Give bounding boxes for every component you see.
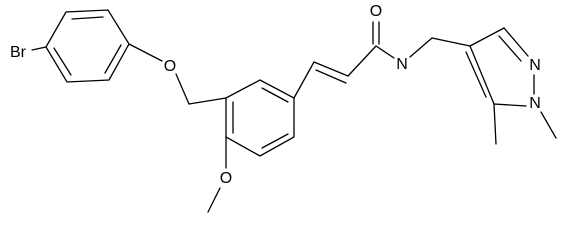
double-bond (261, 133, 289, 149)
double-bond (71, 16, 104, 20)
double-bond (498, 35, 522, 62)
bond (31, 46, 47, 51)
atom-label: N (529, 57, 541, 74)
bond (493, 103, 497, 145)
atom-label: O (220, 170, 232, 187)
bond (207, 187, 221, 213)
bond (175, 73, 190, 105)
atom-label: Br (10, 44, 27, 61)
double-bond (315, 69, 347, 84)
bond (503, 27, 529, 57)
bond (347, 45, 377, 77)
atom-label: N (529, 95, 541, 112)
atom-labels: Br O O O N N N (10, 3, 541, 187)
atom-label: O (370, 3, 382, 20)
bond (375, 45, 395, 59)
bond (293, 61, 315, 99)
bond (409, 37, 433, 58)
bond (469, 45, 495, 105)
bond (128, 43, 163, 62)
atom-label: N (396, 56, 408, 73)
ring (225, 79, 295, 157)
bond (431, 37, 471, 47)
ring (45, 9, 130, 83)
bond (469, 27, 505, 47)
atom-label: O (164, 58, 176, 75)
double-bond (465, 51, 487, 98)
double-bond (53, 47, 72, 76)
page: Br O O O N N N (() => { const data = JSO… (10, 3, 557, 213)
bond (540, 111, 557, 139)
double-bond (104, 44, 122, 74)
double-bond (261, 87, 289, 103)
bond (313, 61, 349, 77)
molecule-diagram: Br O O O N N N (10, 3, 557, 213)
bond (188, 97, 227, 105)
bonds (31, 9, 557, 213)
bond (493, 103, 527, 107)
